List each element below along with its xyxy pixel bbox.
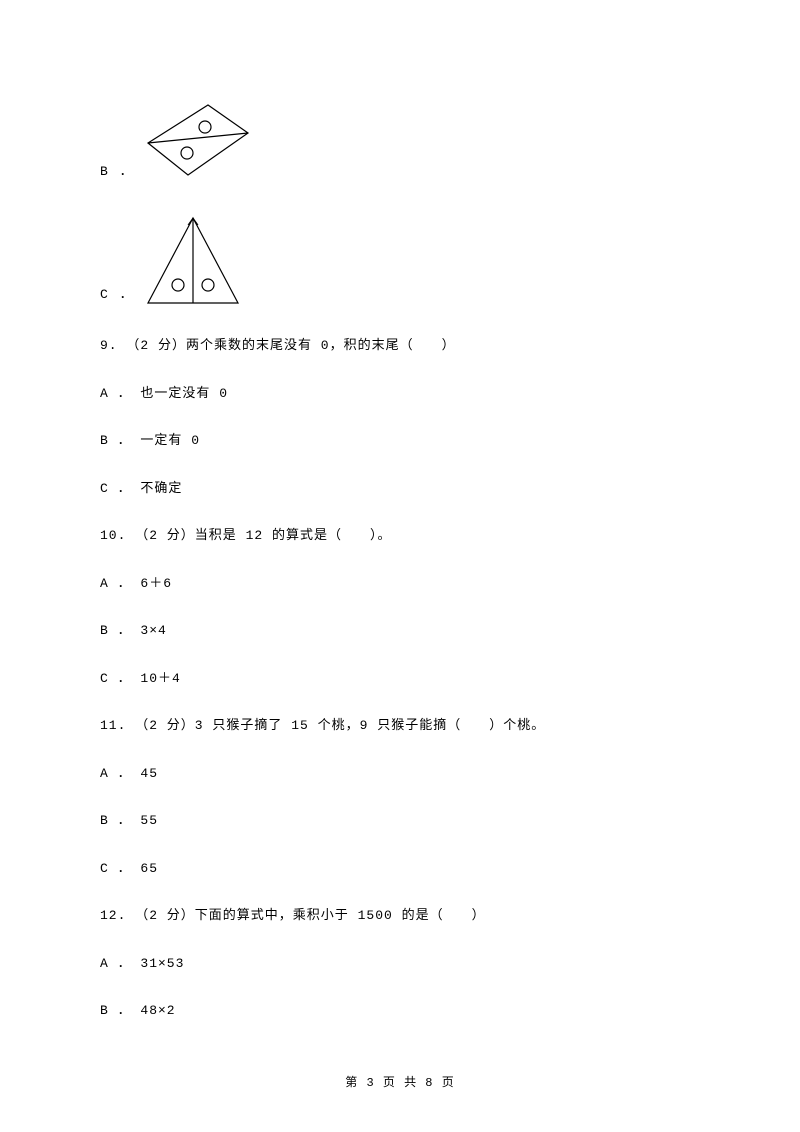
diamond-circle-2	[181, 147, 193, 159]
q9-option-c: C ． 不确定	[100, 479, 700, 499]
triangle-diagram	[143, 213, 243, 308]
question-11: 11. （2 分）3 只猴子摘了 15 个桃，9 只猴子能摘（ ）个桃。	[100, 716, 700, 736]
triangle-circle-2	[202, 279, 214, 291]
diamond-circle-1	[199, 121, 211, 133]
option-b-label: B ．	[100, 162, 135, 186]
q10-option-b: B ． 3×4	[100, 621, 700, 641]
page-footer: 第 3 页 共 8 页	[0, 1074, 800, 1092]
option-c-row: C ．	[100, 213, 700, 308]
q12-option-a: A ． 31×53	[100, 954, 700, 974]
q11-option-a: A ． 45	[100, 764, 700, 784]
question-9: 9. （2 分）两个乘数的末尾没有 0，积的末尾（ ）	[100, 336, 700, 356]
triangle-circle-1	[172, 279, 184, 291]
diamond-outline	[148, 105, 248, 175]
diamond-diagram	[143, 100, 253, 185]
question-12: 12. （2 分）下面的算式中，乘积小于 1500 的是（ ）	[100, 906, 700, 926]
q12-option-b: B ． 48×2	[100, 1001, 700, 1021]
q9-option-b: B ． 一定有 0	[100, 431, 700, 451]
question-10: 10. （2 分）当积是 12 的算式是（ ）。	[100, 526, 700, 546]
q10-option-c: C ． 10＋4	[100, 669, 700, 689]
diamond-diagonal	[148, 133, 248, 143]
q10-option-a: A ． 6＋6	[100, 574, 700, 594]
q11-option-c: C ． 65	[100, 859, 700, 879]
q9-option-a: A ． 也一定没有 0	[100, 384, 700, 404]
q11-option-b: B ． 55	[100, 811, 700, 831]
option-b-row: B ．	[100, 100, 700, 185]
option-c-label: C ．	[100, 285, 135, 309]
